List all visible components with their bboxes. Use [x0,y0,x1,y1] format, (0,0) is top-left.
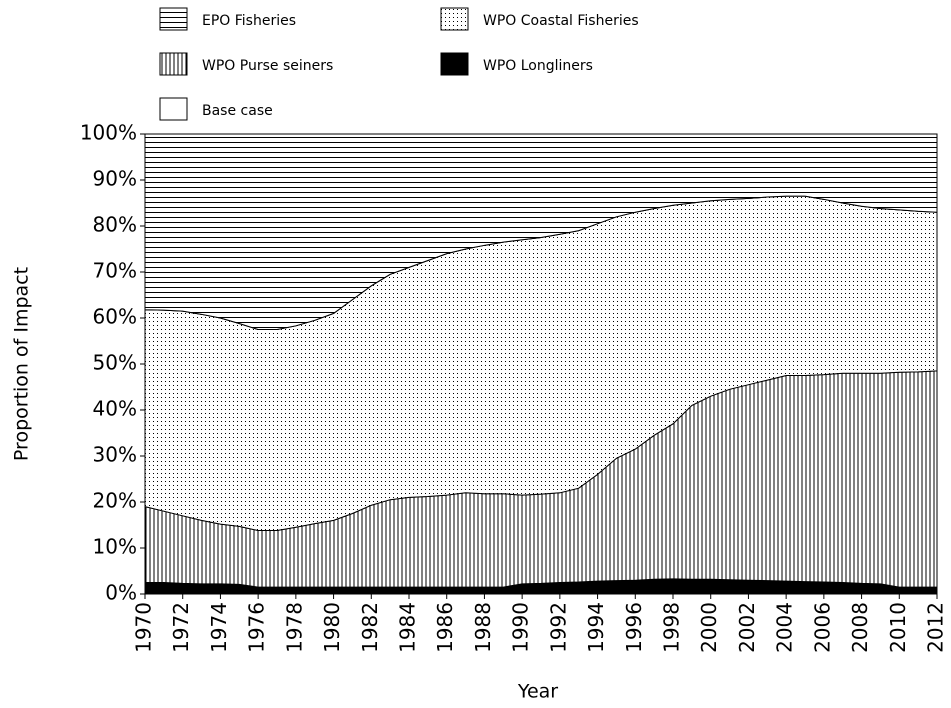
x-tick-label: 2006 [810,602,834,653]
x-tick-label: 1992 [546,602,570,653]
x-tick-label: 2010 [886,602,910,653]
y-axis-label: Proportion of Impact [11,267,33,461]
legend-label: EPO Fisheries [202,13,296,29]
x-tick-label: 2002 [735,602,759,653]
y-tick-label: 80% [93,213,137,237]
legend-label: Base case [202,103,273,119]
legend-swatch [440,7,469,31]
x-tick-label: 1976 [245,602,269,653]
legend-swatch [440,52,469,76]
x-tick-label: 1986 [433,602,457,653]
x-tick-label: 1994 [584,602,608,653]
legend-label: WPO Purse seiners [202,58,333,74]
x-tick-label: 2000 [697,602,721,653]
y-tick-label: 50% [93,351,137,375]
y-tick-label: 100% [80,121,137,145]
x-tick-label: 2004 [773,602,797,653]
x-tick-label: 1996 [622,602,646,653]
x-tick-label: 1988 [471,602,495,653]
y-tick-label: 20% [93,489,137,513]
legend-label: WPO Longliners [483,58,593,74]
y-tick-label: 90% [93,167,137,191]
x-tick-label: 1978 [282,602,306,653]
legend-swatch [159,97,188,121]
x-tick-label: 2012 [924,602,948,653]
x-tick-label: 2008 [848,602,872,653]
legend-swatch [159,7,188,31]
legend-swatch [159,52,188,76]
x-tick-label: 1982 [358,602,382,653]
y-tick-label: 40% [93,397,137,421]
x-tick-label: 1974 [207,602,231,653]
y-tick-label: 10% [93,535,137,559]
legend-label: WPO Coastal Fisheries [483,13,639,29]
y-tick-label: 0% [105,581,137,605]
x-tick-label: 1990 [509,602,533,653]
y-tick-label: 70% [93,259,137,283]
x-tick-label: 1980 [320,602,344,653]
x-tick-label: 1998 [660,602,684,653]
y-tick-label: 60% [93,305,137,329]
x-tick-label: 1972 [169,602,193,653]
y-tick-label: 30% [93,443,137,467]
x-axis-label: Year [517,681,558,703]
x-tick-label: 1970 [132,602,156,653]
x-tick-label: 1984 [396,602,420,653]
